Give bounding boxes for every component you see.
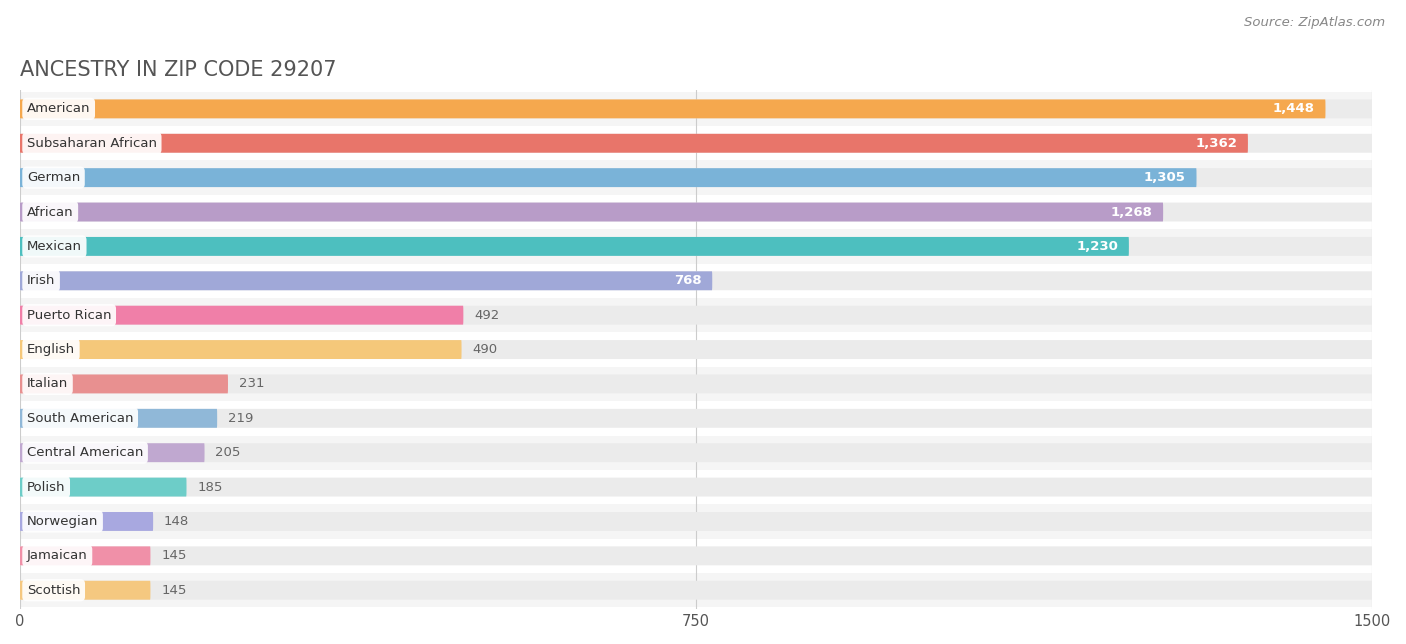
Text: 1,268: 1,268 [1111,205,1153,218]
FancyBboxPatch shape [20,409,1372,428]
FancyBboxPatch shape [20,237,1129,256]
FancyBboxPatch shape [20,340,461,359]
Text: Jamaican: Jamaican [27,549,87,562]
Bar [20,229,1372,263]
Text: 492: 492 [474,308,499,321]
Text: African: African [27,205,73,218]
Text: 148: 148 [165,515,190,528]
Bar [20,470,1372,504]
Text: 219: 219 [228,412,253,425]
Text: 1,448: 1,448 [1272,102,1315,115]
Text: 205: 205 [215,446,240,459]
Text: ANCESTRY IN ZIP CODE 29207: ANCESTRY IN ZIP CODE 29207 [20,60,336,80]
Text: Mexican: Mexican [27,240,82,253]
Text: Source: ZipAtlas.com: Source: ZipAtlas.com [1244,16,1385,29]
FancyBboxPatch shape [20,134,1372,153]
Text: Irish: Irish [27,274,55,287]
FancyBboxPatch shape [20,237,1372,256]
FancyBboxPatch shape [20,99,1372,118]
Text: 1,230: 1,230 [1076,240,1118,253]
Text: 1,362: 1,362 [1195,137,1237,150]
FancyBboxPatch shape [20,409,217,428]
Text: Scottish: Scottish [27,583,80,597]
Bar [20,435,1372,470]
Bar [20,573,1372,607]
Bar [20,332,1372,366]
FancyBboxPatch shape [20,581,1372,600]
FancyBboxPatch shape [20,203,1163,222]
FancyBboxPatch shape [20,134,1249,153]
Text: Polish: Polish [27,480,66,493]
FancyBboxPatch shape [20,478,1372,497]
FancyBboxPatch shape [20,340,1372,359]
Text: 490: 490 [472,343,498,356]
FancyBboxPatch shape [20,99,1326,118]
Text: 145: 145 [162,583,187,597]
Text: German: German [27,171,80,184]
FancyBboxPatch shape [20,306,464,325]
FancyBboxPatch shape [20,168,1372,187]
Bar [20,126,1372,160]
Text: 768: 768 [673,274,702,287]
Text: 145: 145 [162,549,187,562]
Text: English: English [27,343,75,356]
Bar [20,263,1372,298]
FancyBboxPatch shape [20,271,1372,290]
Text: Puerto Rican: Puerto Rican [27,308,111,321]
Text: Central American: Central American [27,446,143,459]
FancyBboxPatch shape [20,581,150,600]
FancyBboxPatch shape [20,443,204,462]
Bar [20,91,1372,126]
FancyBboxPatch shape [20,546,150,565]
Bar [20,401,1372,435]
Bar [20,160,1372,195]
Text: South American: South American [27,412,134,425]
FancyBboxPatch shape [20,203,1372,222]
FancyBboxPatch shape [20,374,1372,393]
Bar [20,298,1372,332]
FancyBboxPatch shape [20,374,228,393]
Text: Norwegian: Norwegian [27,515,98,528]
Text: 1,305: 1,305 [1144,171,1185,184]
FancyBboxPatch shape [20,271,713,290]
FancyBboxPatch shape [20,546,1372,565]
Text: Subsaharan African: Subsaharan African [27,137,157,150]
Bar [20,195,1372,229]
Text: Italian: Italian [27,377,67,390]
Text: 185: 185 [197,480,222,493]
FancyBboxPatch shape [20,512,1372,531]
Text: American: American [27,102,90,115]
FancyBboxPatch shape [20,478,187,497]
Bar [20,366,1372,401]
FancyBboxPatch shape [20,512,153,531]
FancyBboxPatch shape [20,443,1372,462]
Bar [20,538,1372,573]
FancyBboxPatch shape [20,168,1197,187]
Text: 231: 231 [239,377,264,390]
Bar [20,504,1372,538]
FancyBboxPatch shape [20,306,1372,325]
